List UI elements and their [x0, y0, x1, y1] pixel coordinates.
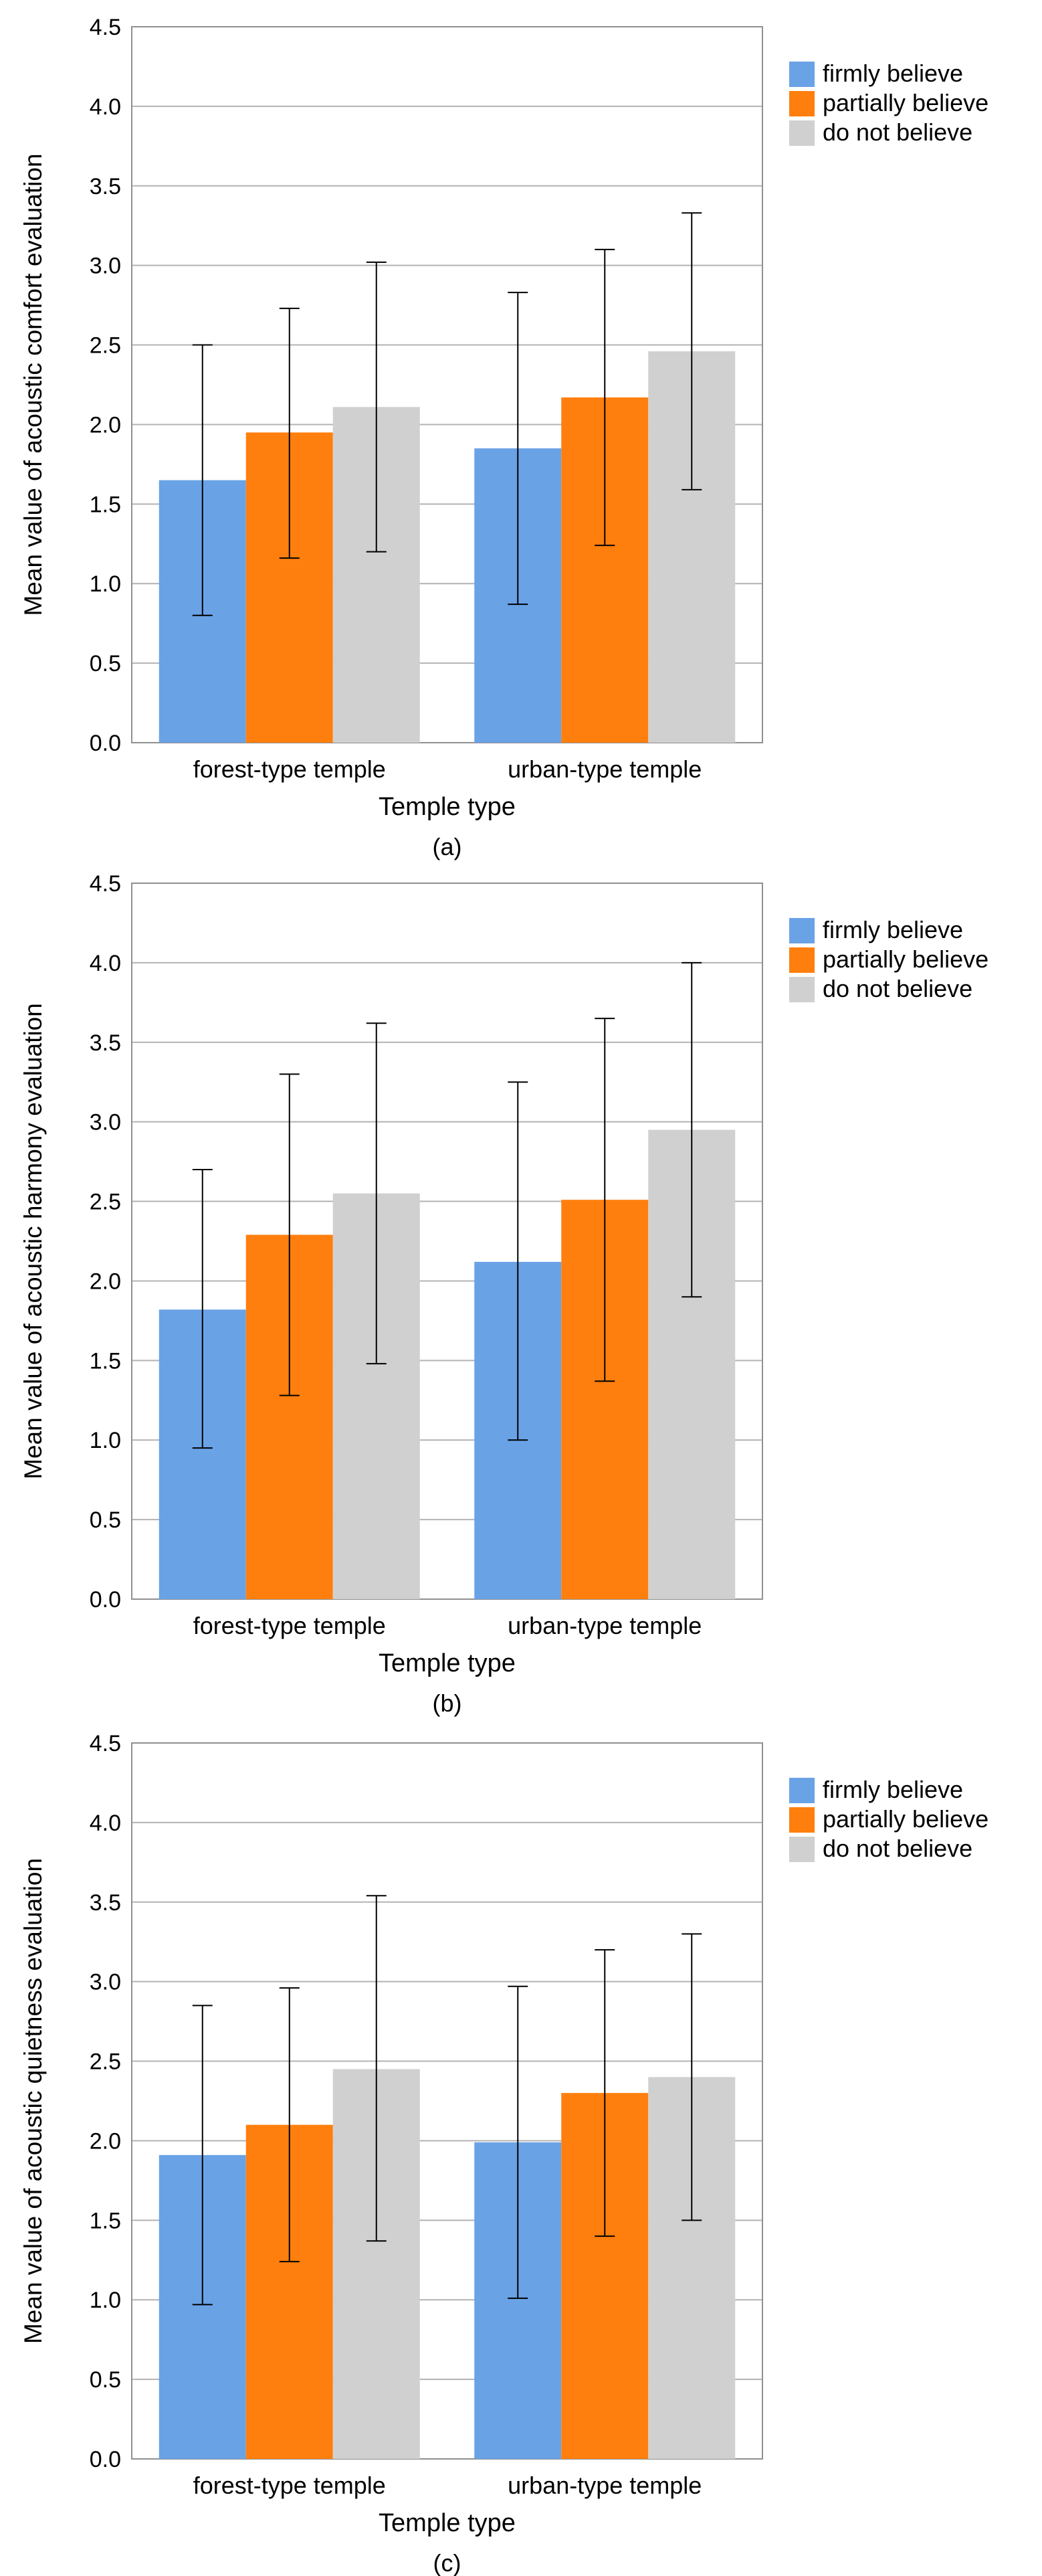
y-axis-title: Mean value of acoustic quietness evaluat… [19, 1858, 47, 2344]
y-tick-label: 2.0 [90, 2128, 121, 2154]
y-tick-label: 2.5 [90, 2049, 121, 2075]
y-tick-label: 4.0 [90, 951, 121, 976]
legend-swatch [789, 91, 815, 116]
legend-label: firmly believe [823, 1776, 963, 1803]
y-tick-label: 0.5 [90, 651, 121, 676]
plot-frame [131, 26, 763, 743]
y-tick-label: 1.5 [90, 2208, 121, 2233]
legend-swatch [789, 1837, 815, 1862]
legend-label: firmly believe [823, 916, 963, 943]
y-tick-label: 4.0 [90, 94, 121, 120]
legend-swatch [789, 120, 815, 146]
legend-swatch [789, 947, 815, 973]
y-tick-label: 3.5 [90, 174, 121, 199]
y-tick-label: 2.5 [90, 333, 121, 359]
y-tick-label: 3.0 [90, 1110, 121, 1135]
plot-frame [131, 1742, 763, 2460]
y-tick-label: 3.0 [90, 1970, 121, 1995]
legend-swatch [789, 62, 815, 87]
x-axis-title: Temple type [379, 793, 516, 821]
panel-label: (b) [433, 1689, 462, 1717]
y-tick-label: 3.5 [90, 1890, 121, 1916]
legend-label: do not believe [823, 118, 972, 146]
x-category-label: forest-type temple [193, 2472, 386, 2499]
y-axis-title: Mean value of acoustic harmony evaluatio… [19, 1003, 47, 1479]
y-tick-label: 0.0 [90, 731, 121, 756]
y-tick-label: 2.0 [90, 412, 121, 438]
x-category-label: forest-type temple [193, 755, 386, 783]
legend-swatch [789, 1778, 815, 1803]
y-tick-label: 0.5 [90, 1507, 121, 1533]
x-axis-title: Temple type [379, 2509, 516, 2537]
y-tick-label: 0.5 [90, 2367, 121, 2393]
legend-swatch [789, 918, 815, 943]
legend-label: partially believe [823, 89, 988, 116]
y-tick-label: 1.5 [90, 1348, 121, 1374]
y-tick-label: 1.0 [90, 571, 121, 597]
y-tick-label: 0.0 [90, 2447, 121, 2472]
panel-label: (a) [433, 833, 462, 860]
y-tick-label: 4.5 [90, 871, 121, 897]
y-tick-label: 1.5 [90, 492, 121, 517]
y-tick-label: 3.5 [90, 1030, 121, 1056]
y-axis-title: Mean value of acoustic comfort evaluatio… [19, 153, 47, 616]
x-axis-title: Temple type [379, 1649, 516, 1677]
y-tick-label: 3.0 [90, 254, 121, 279]
y-tick-label: 2.5 [90, 1190, 121, 1215]
legend-swatch [789, 977, 815, 1002]
y-tick-label: 1.0 [90, 1428, 121, 1453]
legend-label: do not believe [823, 1835, 972, 1862]
legend-label: partially believe [823, 1805, 988, 1833]
legend-swatch [789, 1807, 815, 1833]
x-category-label: urban-type temple [508, 755, 702, 783]
panel-label: (c) [433, 2549, 461, 2576]
y-tick-label: 1.0 [90, 2288, 121, 2313]
legend-label: partially believe [823, 945, 988, 973]
legend-label: do not believe [823, 975, 972, 1002]
legend-label: firmly believe [823, 60, 963, 87]
chart-panel-b: 0.0 0.5 1.0 1.5 2.0 2.5 3.0 3.5 4.0 4.5 forest-typ… [19, 871, 988, 1717]
x-category-label: forest-type temple [193, 1612, 386, 1639]
x-category-label: urban-type temple [508, 2472, 702, 2499]
y-tick-label: 0.0 [90, 1587, 121, 1613]
y-tick-label: 4.5 [90, 1731, 121, 1756]
y-tick-label: 4.5 [90, 15, 121, 40]
chart-panel-c: 0.0 0.5 1.0 1.5 2.0 2.5 3.0 3.5 4.0 4.5 forest-typ… [19, 1731, 988, 2576]
y-tick-label: 4.0 [90, 1811, 121, 1836]
x-category-label: urban-type temple [508, 1612, 702, 1639]
plot-frame [131, 883, 763, 1600]
chart-panel-a: 0.0 0.5 1.0 1.5 2.0 2.5 3.0 3.5 4.0 4.5 forest-typ… [19, 15, 988, 860]
y-tick-label: 2.0 [90, 1269, 121, 1294]
